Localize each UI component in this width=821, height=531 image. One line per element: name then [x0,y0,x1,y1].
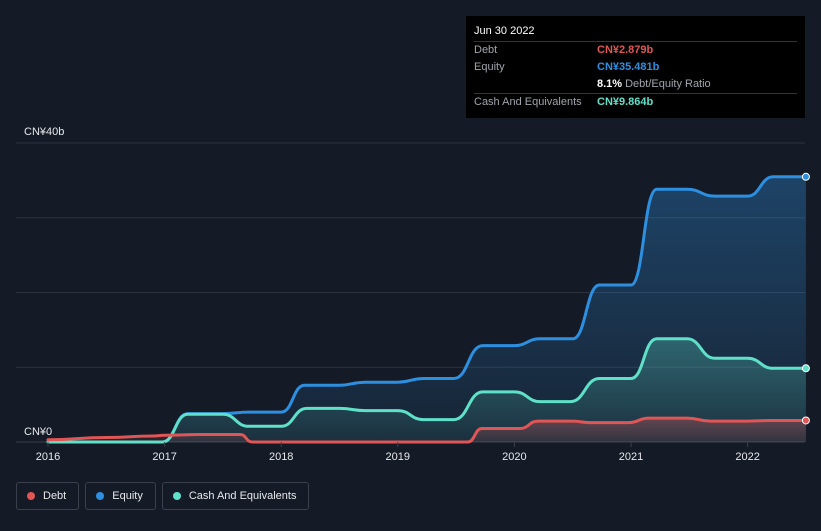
tooltip-row-equity: Equity CN¥35.481b [474,59,797,76]
legend-label-cash: Cash And Equivalents [188,490,297,502]
tooltip-row-cash: Cash And Equivalents CN¥9.864b [474,93,797,111]
cash-line [46,337,808,444]
equity-area [48,176,806,443]
tooltip-debt-label: Debt [474,44,498,56]
equity-dot-icon [96,492,105,500]
tooltip-equity-value: CN¥35.481b [597,61,660,73]
cash-end-marker [801,364,810,373]
legend-label-equity: Equity [112,490,143,502]
equity-line [46,175,808,444]
y-tick-label-bottom: CN¥0 [24,426,52,438]
x-tick-label: 2017 [152,451,176,463]
x-tick-label: 2020 [502,451,526,463]
x-tick-label: 2016 [36,451,60,463]
legend-item-debt[interactable]: Debt [16,482,80,510]
debt-dot-icon [27,492,35,500]
x-axis-ticks: 2016 2017 2018 2019 2020 2021 2022 [36,442,760,463]
legend-item-equity[interactable]: Equity [85,482,156,510]
chart-legend: Debt Equity Cash And Equivalents [16,482,315,510]
tooltip-row-debt: Debt CN¥2.879b [474,41,797,59]
tooltip-ratio-spacer [474,76,597,93]
y-tick-label-top: CN¥40b [24,126,64,138]
debt-line [46,416,808,444]
series-lines [46,175,808,444]
x-tick-label: 2019 [386,451,410,463]
legend-label-debt: Debt [43,490,67,502]
tooltip-cash-value: CN¥9.864b [597,96,654,108]
cash-dot-icon [172,492,181,500]
data-tooltip: Jun 30 2022 Debt CN¥2.879b Equity CN¥35.… [466,16,805,118]
tooltip-ratio-value: 8.1% [597,78,623,90]
legend-item-cash[interactable]: Cash And Equivalents [161,482,310,510]
axis-labels: CN¥40b CN¥0 [24,126,64,438]
debt-end-marker [801,416,810,425]
cash-area [48,338,806,442]
tooltip-debt-value: CN¥2.879b [597,44,654,56]
tooltip-row-ratio: 8.1% Debt/Equity Ratio [474,76,797,93]
tooltip-ratio-label: Debt/Equity Ratio [625,78,711,90]
tooltip-cash-label: Cash And Equivalents [474,96,582,108]
tooltip-equity-label: Equity [474,61,505,73]
series-end-markers [801,172,810,425]
tooltip-date: Jun 30 2022 [474,25,535,37]
series-areas [48,176,806,443]
x-tick-label: 2018 [269,451,293,463]
x-tick-label: 2021 [619,451,643,463]
x-tick-label: 2022 [735,451,759,463]
equity-end-marker [801,172,810,181]
